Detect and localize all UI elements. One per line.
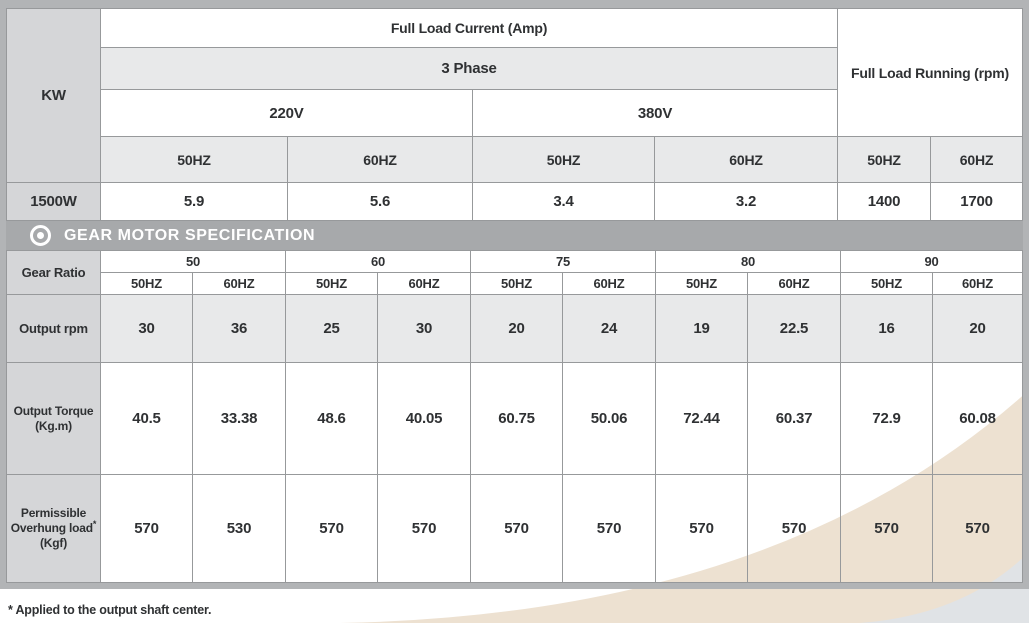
footnote-text: * Applied to the output shaft center. xyxy=(8,603,212,617)
overhung-load-value: 570 xyxy=(655,474,748,583)
ratio-group-header: 60 xyxy=(285,250,471,273)
hz-subheader: 60HZ xyxy=(562,272,656,295)
ratio-group-header: 90 xyxy=(840,250,1023,273)
output-torque-value: 60.37 xyxy=(747,362,841,475)
section-title: GEAR MOTOR SPECIFICATION xyxy=(64,226,316,244)
output-rpm-label-cell: Output rpm xyxy=(6,294,101,363)
overhung-load-value: 570 xyxy=(285,474,378,583)
output-rpm-value: 19 xyxy=(655,294,748,363)
hz-subheader: 50HZ xyxy=(100,272,193,295)
output-rpm-value: 25 xyxy=(285,294,378,363)
phase-header: 3 Phase xyxy=(99,47,839,90)
output-rpm-value: 24 xyxy=(562,294,656,363)
output-torque-value: 72.9 xyxy=(840,362,933,475)
hz-header: 50HZ xyxy=(837,136,932,183)
output-torque-value: 60.75 xyxy=(470,362,563,475)
target-circle-icon xyxy=(30,225,51,246)
current-value-cell: 3.2 xyxy=(653,182,839,221)
overhung-load-label-cell: Permissible Overhung load* (Kgf) xyxy=(6,474,101,583)
output-torque-label-line1: Output Torque xyxy=(13,403,94,418)
overhung-load-value: 570 xyxy=(470,474,563,583)
overhung-load-value: 530 xyxy=(192,474,286,583)
hz-subheader: 60HZ xyxy=(747,272,841,295)
output-torque-label-line2: (Kg.m) xyxy=(35,418,72,433)
overhung-load-value: 570 xyxy=(377,474,471,583)
output-torque-value: 40.5 xyxy=(100,362,193,475)
spec-tables-frame: KW Full Load Current (Amp) Full Load Run… xyxy=(0,0,1029,589)
hz-header: 60HZ xyxy=(287,136,473,183)
full-load-running-header: Full Load Running (rpm) xyxy=(837,8,1023,137)
output-rpm-value: 16 xyxy=(840,294,933,363)
running-value-cell: 1700 xyxy=(930,182,1023,221)
section-banner: GEAR MOTOR SPECIFICATION xyxy=(6,221,1023,250)
output-torque-label-cell: Output Torque (Kg.m) xyxy=(6,362,101,475)
running-value-cell: 1400 xyxy=(837,182,932,221)
ratio-group-header: 50 xyxy=(100,250,286,273)
kw-header-cell: KW xyxy=(6,8,101,183)
output-torque-value: 50.06 xyxy=(562,362,656,475)
output-rpm-value: 20 xyxy=(470,294,563,363)
current-value-cell: 5.9 xyxy=(100,182,288,221)
hz-subheader: 50HZ xyxy=(285,272,378,295)
gear-motor-table: Gear Ratio 50 60 75 80 90 50HZ 60HZ 50HZ… xyxy=(6,250,1023,583)
output-rpm-value: 20 xyxy=(932,294,1023,363)
overhung-load-label-line1: Permissible xyxy=(20,506,87,520)
overhung-load-value: 570 xyxy=(562,474,656,583)
overhung-load-value: 570 xyxy=(747,474,841,583)
hz-header: 60HZ xyxy=(653,136,839,183)
kw-value-cell: 1500W xyxy=(6,182,101,221)
output-rpm-value: 30 xyxy=(100,294,193,363)
hz-subheader: 50HZ xyxy=(470,272,563,295)
output-rpm-value: 30 xyxy=(377,294,471,363)
hz-subheader: 60HZ xyxy=(192,272,286,295)
gray-wave-shape xyxy=(860,552,1029,623)
voltage-380v-header: 380V xyxy=(471,89,839,137)
hz-header: 50HZ xyxy=(100,136,288,183)
output-torque-value: 72.44 xyxy=(655,362,748,475)
overhung-load-value: 570 xyxy=(932,474,1023,583)
hz-subheader: 60HZ xyxy=(932,272,1023,295)
output-torque-value: 60.08 xyxy=(932,362,1023,475)
output-rpm-value: 36 xyxy=(192,294,286,363)
output-torque-value: 33.38 xyxy=(192,362,286,475)
hz-header: 60HZ xyxy=(930,136,1023,183)
current-value-cell: 3.4 xyxy=(472,182,655,221)
hz-header: 50HZ xyxy=(472,136,655,183)
current-value-cell: 5.6 xyxy=(287,182,473,221)
output-torque-value: 40.05 xyxy=(377,362,471,475)
voltage-220v-header: 220V xyxy=(100,89,473,137)
full-load-current-header: Full Load Current (Amp) xyxy=(99,8,839,48)
overhung-load-label-line3: (Kgf) xyxy=(40,536,67,550)
hz-subheader: 60HZ xyxy=(377,272,471,295)
overhung-load-value: 570 xyxy=(840,474,933,583)
output-torque-value: 48.6 xyxy=(285,362,378,475)
overhung-load-label-line2: Overhung load* xyxy=(10,519,97,536)
motor-electrical-table: KW Full Load Current (Amp) Full Load Run… xyxy=(6,8,1023,221)
ratio-group-header: 75 xyxy=(470,250,656,273)
hz-subheader: 50HZ xyxy=(655,272,748,295)
output-rpm-value: 22.5 xyxy=(747,294,841,363)
gear-ratio-header-cell: Gear Ratio xyxy=(6,250,101,295)
hz-subheader: 50HZ xyxy=(840,272,933,295)
ratio-group-header: 80 xyxy=(655,250,841,273)
overhung-load-value: 570 xyxy=(100,474,193,583)
